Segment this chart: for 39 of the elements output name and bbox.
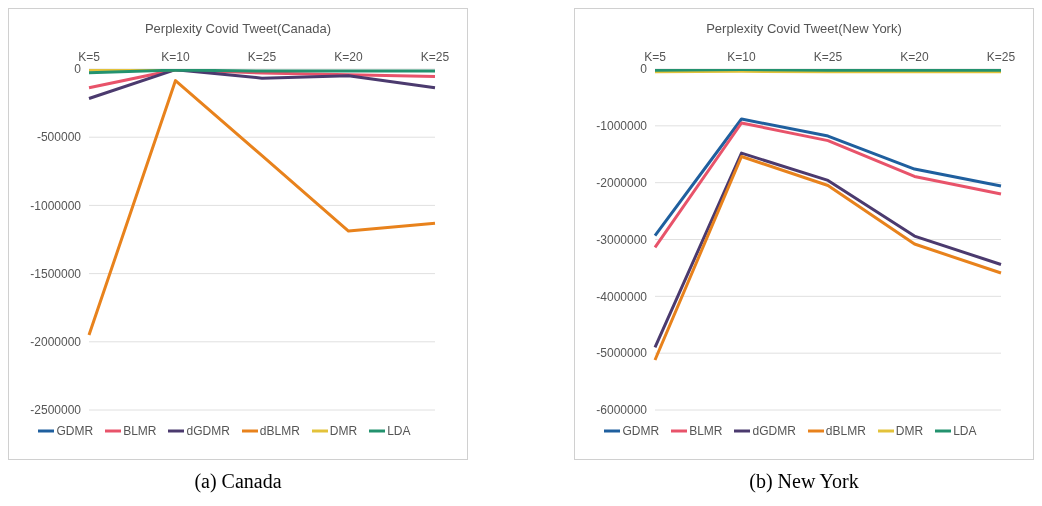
x-tick-label: K=20 — [900, 50, 930, 64]
y-tick-label: -1500000 — [30, 266, 82, 281]
legend-label: LDA — [386, 424, 411, 438]
x-tick-label: K=25 — [247, 50, 277, 64]
legend-label: GDMR — [621, 424, 660, 438]
y-tick-label: -1000000 — [596, 119, 648, 134]
text: (b) New York — [749, 470, 859, 493]
x-tick-label: K=10 — [727, 50, 757, 64]
y-tick-label: -6000000 — [596, 403, 648, 418]
legend-label: BLMR — [688, 424, 723, 438]
legend-label: LDA — [952, 424, 977, 438]
y-tick-label: -2000000 — [596, 175, 648, 190]
y-tick-label: -2000000 — [30, 335, 82, 350]
x-tick-label: K=5 — [78, 50, 101, 64]
chart-title: Perplexity Covid Tweet(New York) — [705, 21, 903, 36]
x-tick-label: K=25 — [420, 50, 450, 64]
y-tick-label: 0 — [74, 62, 82, 77]
text: (a) Canada — [194, 470, 282, 493]
legend-label: dBLMR — [258, 424, 300, 438]
y-tick-label: -1000000 — [30, 198, 82, 213]
legend-label: BLMR — [122, 424, 157, 438]
x-tick-label: K=25 — [813, 50, 843, 64]
y-tick-label: -5000000 — [596, 346, 648, 361]
x-tick-label: K=20 — [334, 50, 364, 64]
legend-label: DMR — [894, 424, 924, 438]
legend-label: dGDMR — [185, 424, 230, 438]
legend-label: dBLMR — [824, 424, 866, 438]
y-tick-label: -500000 — [36, 130, 82, 145]
x-tick-label: K=5 — [644, 50, 667, 64]
y-tick-label: -3000000 — [596, 232, 648, 247]
x-tick-label: K=10 — [161, 50, 191, 64]
legend-label: GDMR — [55, 424, 94, 438]
legend-label: dGDMR — [751, 424, 796, 438]
legend-label: DMR — [328, 424, 358, 438]
x-tick-label: K=25 — [986, 50, 1016, 64]
chart-title: Perplexity Covid Tweet(Canada) — [143, 21, 333, 36]
y-tick-label: -2500000 — [30, 403, 82, 418]
y-tick-label: -4000000 — [596, 289, 648, 304]
y-tick-label: 0 — [640, 62, 648, 77]
